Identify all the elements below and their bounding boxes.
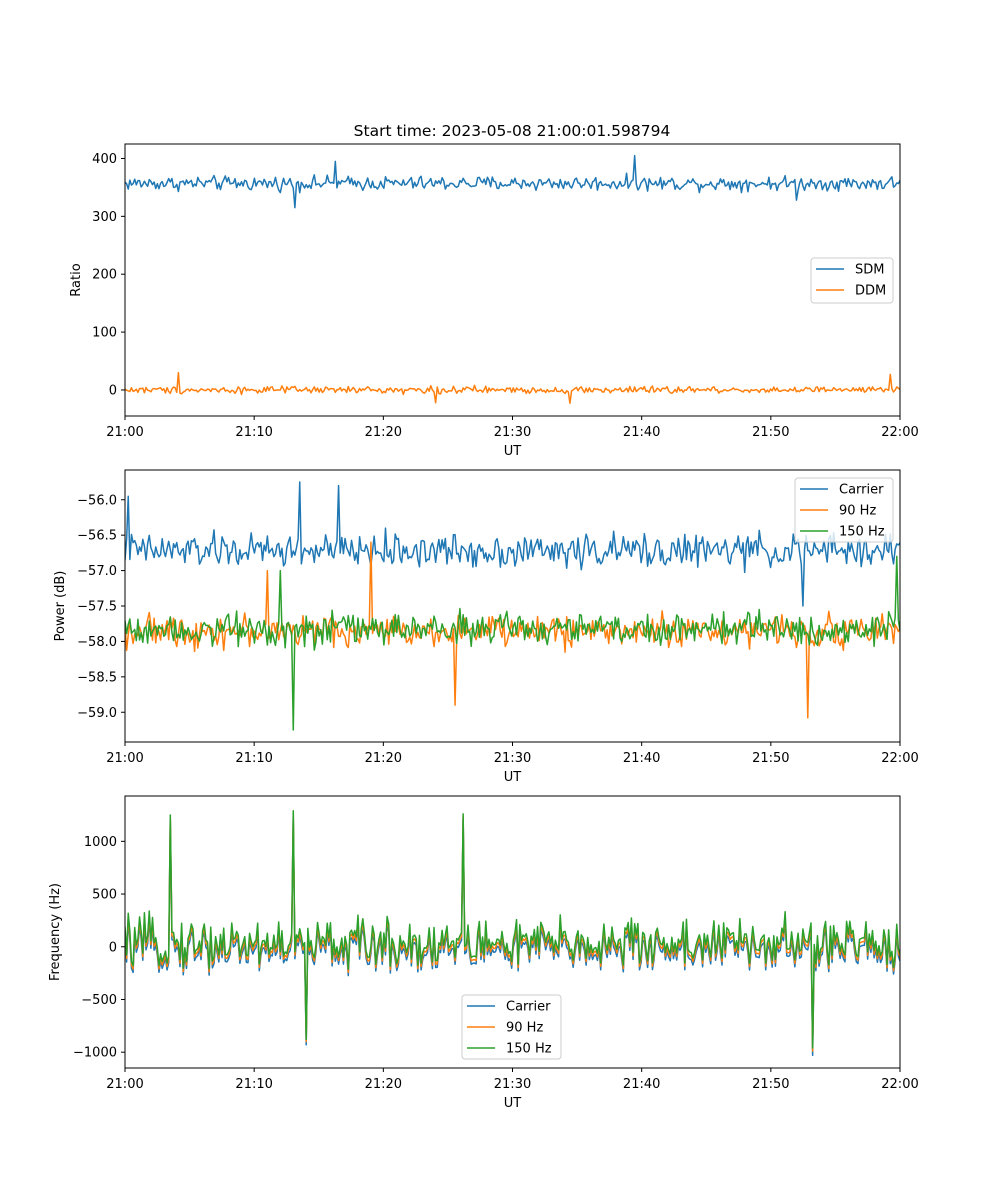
y-tick-label: 0 — [109, 383, 117, 398]
legend-entry-label: Carrier — [839, 483, 884, 498]
x-tick-label: 21:50 — [752, 751, 789, 766]
y-tick-label: 500 — [92, 888, 117, 903]
legend-entry-label: Carrier — [506, 1000, 551, 1015]
x-tick-label: 21:50 — [752, 425, 789, 440]
y-tick-label: −57.5 — [77, 600, 117, 615]
x-tick-label: 21:50 — [752, 1077, 789, 1092]
legend-entry-label: 90 Hz — [839, 504, 876, 519]
x-tick-label: 21:00 — [106, 751, 143, 766]
x-axis-label: UT — [504, 444, 522, 459]
x-tick-label: 21:40 — [623, 425, 660, 440]
x-tick-label: 22:00 — [881, 1077, 918, 1092]
axes-frame — [124, 143, 901, 417]
x-tick-label: 21:30 — [494, 425, 531, 440]
legend-entry-label: 150 Hz — [839, 525, 885, 540]
legend-entry-label: SDM — [855, 263, 884, 278]
x-tick-label: 21:00 — [106, 425, 143, 440]
x-tick-label: 21:40 — [623, 1077, 660, 1092]
series-line-sdm — [125, 154, 900, 209]
figure-title: Start time: 2023-05-08 21:00:01.598794 — [354, 122, 671, 140]
x-tick-label: 22:00 — [881, 751, 918, 766]
legend: Carrier 90 Hz 150 Hz — [461, 994, 562, 1060]
x-axis-label: UT — [504, 1096, 522, 1111]
y-tick-label: −56.0 — [77, 493, 117, 508]
legend-entry-label: DDM — [855, 284, 886, 299]
x-tick-label: 21:10 — [235, 425, 272, 440]
y-tick-label: −500 — [81, 993, 117, 1008]
series-lines — [125, 154, 900, 405]
x-tick-label: 21:20 — [365, 425, 402, 440]
legend-entry-label: 150 Hz — [506, 1042, 552, 1057]
y-tick-label: −58.0 — [77, 635, 117, 650]
y-tick-label: −58.5 — [77, 670, 117, 685]
series-line-carrier — [125, 481, 900, 607]
series-lines — [125, 810, 900, 1057]
y-tick-label: 200 — [92, 268, 117, 283]
y-tick-label: −57.0 — [77, 564, 117, 579]
x-tick-label: 21:10 — [235, 751, 272, 766]
x-tick-label: 21:30 — [494, 1077, 531, 1092]
y-tick-label: 300 — [92, 210, 117, 225]
legend: Carrier 90 Hz 150 Hz — [794, 477, 894, 543]
y-tick-label: −1000 — [73, 1046, 117, 1061]
x-tick-label: 21:20 — [365, 751, 402, 766]
x-tick-label: 21:20 — [365, 1077, 402, 1092]
y-axis-label: Ratio — [69, 263, 84, 296]
y-tick-label: 1000 — [84, 835, 117, 850]
y-tick-label: −56.5 — [77, 529, 117, 544]
series-lines — [125, 481, 900, 731]
x-tick-label: 21:00 — [106, 1077, 143, 1092]
y-axis-label: Power (dB) — [53, 571, 68, 642]
y-tick-label: 100 — [92, 326, 117, 341]
frequency-panel: 21:00 21:10 21:20 21:30 21:40 21:50 22:00 −1000… — [48, 795, 919, 1111]
series-line-150-hz — [125, 810, 900, 1049]
legend-entry-label: 90 Hz — [506, 1021, 543, 1036]
x-tick-label: 21:30 — [494, 751, 531, 766]
ratio-panel: 21:00 21:10 21:20 21:30 21:40 21:50 22:00 0 100 2… — [69, 143, 919, 459]
series-line-ddm — [125, 371, 900, 405]
axes-frame — [124, 469, 901, 743]
y-axis-label: Frequency (Hz) — [48, 883, 63, 981]
y-tick-label: −59.0 — [77, 706, 117, 721]
x-tick-label: 21:40 — [623, 751, 660, 766]
series-line-150-hz — [125, 555, 900, 731]
x-tick-label: 21:10 — [235, 1077, 272, 1092]
x-tick-label: 22:00 — [881, 425, 918, 440]
power-panel: 21:00 21:10 21:20 21:30 21:40 21:50 22:00 −59.0… — [53, 469, 919, 785]
x-axis-label: UT — [504, 770, 522, 785]
y-tick-label: 0 — [109, 940, 117, 955]
legend: SDM DDM — [810, 257, 894, 304]
y-tick-label: 400 — [92, 152, 117, 167]
